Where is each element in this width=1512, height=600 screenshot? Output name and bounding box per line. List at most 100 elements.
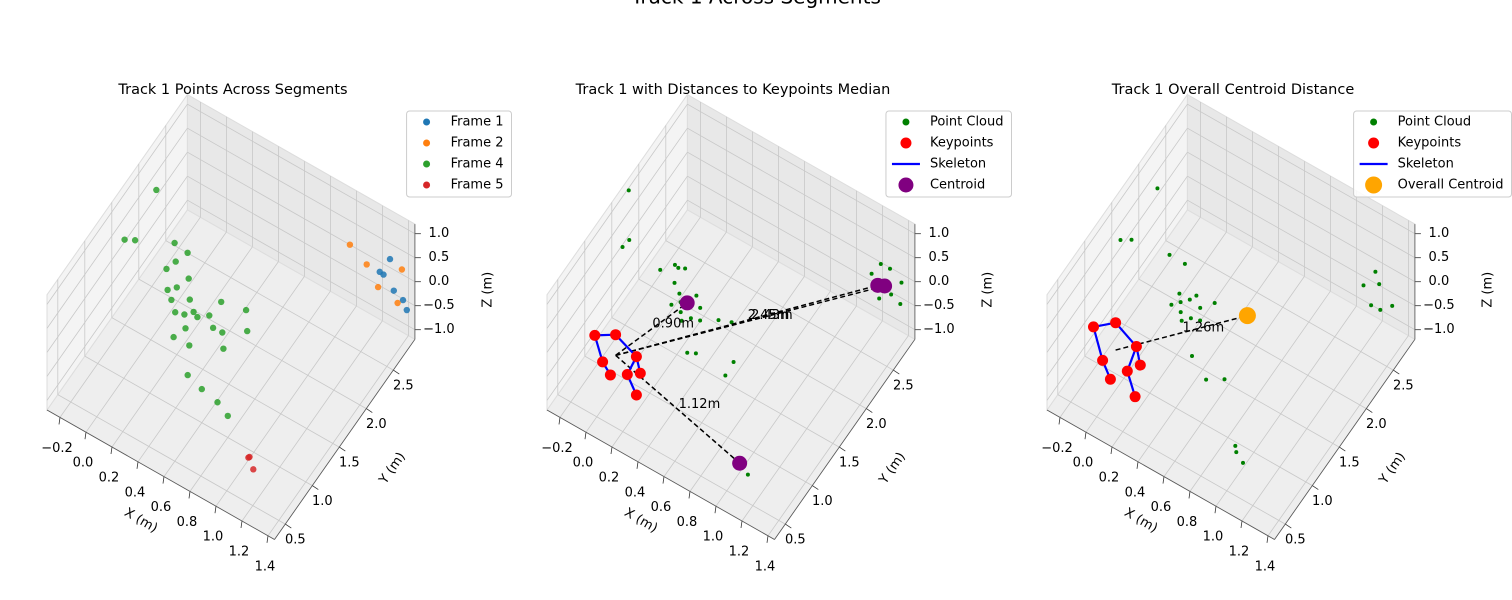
grid-line bbox=[111, 246, 253, 448]
data-point bbox=[220, 345, 227, 352]
data-point bbox=[658, 267, 663, 272]
grid-line bbox=[1215, 305, 1357, 507]
grid-line bbox=[584, 355, 813, 486]
x-tick-label: 1.2 bbox=[1229, 545, 1250, 560]
x-tick-label: 1.0 bbox=[203, 530, 224, 545]
x-tick-label: 0.0 bbox=[573, 456, 594, 471]
data-point bbox=[131, 237, 139, 244]
tick-mark bbox=[610, 446, 613, 455]
data-point bbox=[685, 350, 690, 355]
x-tick-label: 0.2 bbox=[599, 471, 620, 486]
data-point bbox=[244, 327, 251, 335]
tick-mark bbox=[839, 446, 846, 452]
legend-label: Frame 1 bbox=[451, 115, 504, 130]
data-point bbox=[398, 266, 406, 273]
data-point bbox=[589, 329, 601, 341]
subplot-title: Track 1 Overall Centroid Distance bbox=[1111, 82, 1355, 98]
grid-line bbox=[1187, 175, 1416, 307]
subplot-title: Track 1 Points Across Segments bbox=[117, 82, 347, 98]
grid-line bbox=[1138, 278, 1367, 409]
z-tick-label: 0.5 bbox=[929, 250, 950, 265]
data-point bbox=[630, 389, 642, 401]
data-point bbox=[390, 287, 397, 294]
z-tick-label: 1.0 bbox=[1429, 226, 1450, 241]
y-tick-label: 2.5 bbox=[1393, 379, 1414, 394]
grid-line bbox=[46, 175, 188, 377]
data-point bbox=[219, 329, 226, 336]
z-tick-label: 1.0 bbox=[429, 226, 450, 241]
x-tick-label: 0.0 bbox=[73, 456, 94, 471]
grid-line bbox=[189, 290, 331, 492]
data-point bbox=[1178, 310, 1183, 315]
tick-mark bbox=[162, 476, 165, 484]
x-tick-label: −0.2 bbox=[541, 441, 573, 456]
legend-label: Skeleton bbox=[1398, 157, 1454, 172]
x-axis-line bbox=[46, 409, 275, 540]
data-point bbox=[1233, 443, 1238, 448]
data-point bbox=[627, 238, 632, 243]
data-point bbox=[732, 455, 748, 471]
data-point bbox=[1177, 291, 1182, 296]
data-point bbox=[729, 320, 734, 325]
y-tick-label: 0.5 bbox=[285, 533, 306, 548]
grid-line bbox=[137, 261, 279, 463]
grid-line bbox=[59, 216, 201, 418]
data-point bbox=[250, 466, 257, 473]
data-point bbox=[1190, 354, 1194, 358]
legend-symbol bbox=[1365, 176, 1383, 194]
y-tick-label: 2.0 bbox=[1366, 417, 1387, 432]
skeleton-edge bbox=[1092, 326, 1104, 361]
data-point bbox=[403, 306, 410, 314]
data-point bbox=[634, 367, 646, 379]
grid-line bbox=[1046, 127, 1188, 329]
y-tick-label: 1.0 bbox=[1312, 494, 1333, 509]
x-tick-label: −0.2 bbox=[1041, 441, 1073, 456]
z-tick-label: −1.0 bbox=[423, 322, 455, 337]
grid-line bbox=[1046, 175, 1188, 377]
tick-mark bbox=[893, 369, 900, 375]
z-axis-label: Z (m) bbox=[1480, 272, 1495, 308]
tick-mark bbox=[866, 408, 873, 413]
grid-line bbox=[546, 103, 688, 305]
tick-mark bbox=[558, 417, 561, 425]
subplot: −0.20.00.20.40.60.81.01.21.40.51.01.52.0… bbox=[1041, 82, 1495, 574]
data-point bbox=[1134, 359, 1146, 371]
data-point bbox=[716, 318, 721, 323]
data-point bbox=[678, 310, 683, 315]
data-point bbox=[181, 311, 188, 318]
tick-mark bbox=[714, 506, 717, 514]
tick-mark bbox=[339, 446, 346, 452]
legend-symbol bbox=[423, 160, 431, 168]
data-point bbox=[1118, 237, 1123, 242]
x-tick-label: 0.8 bbox=[1177, 515, 1198, 530]
grid-line bbox=[557, 394, 786, 525]
grid-line bbox=[111, 317, 340, 448]
tick-mark bbox=[662, 476, 665, 484]
y-tick-label: 1.0 bbox=[312, 494, 333, 509]
data-point bbox=[1155, 186, 1160, 191]
x-tick-label: 1.4 bbox=[1255, 559, 1276, 574]
tick-mark bbox=[84, 432, 87, 440]
legend: Point Cloud Keypoints Skeleton Overall Cent… bbox=[1353, 110, 1512, 198]
data-point bbox=[1129, 237, 1134, 242]
grid-line bbox=[1189, 290, 1331, 492]
grid-line bbox=[687, 103, 916, 235]
data-point bbox=[679, 295, 695, 311]
data-point bbox=[679, 318, 684, 323]
z-tick-label: −0.5 bbox=[923, 298, 955, 313]
data-point bbox=[698, 305, 703, 310]
data-point bbox=[723, 373, 728, 378]
legend-label: Frame 2 bbox=[451, 136, 504, 151]
tick-mark bbox=[1084, 432, 1087, 440]
x-tick-label: 0.6 bbox=[1151, 500, 1172, 515]
x-axis-line bbox=[1046, 409, 1275, 540]
grid-line bbox=[267, 335, 409, 537]
grid-line bbox=[241, 320, 383, 522]
tick-mark bbox=[240, 520, 243, 529]
data-point bbox=[1104, 373, 1116, 385]
x-tick-label: 0.4 bbox=[125, 485, 146, 500]
tick-mark bbox=[688, 491, 691, 499]
data-point bbox=[224, 412, 231, 420]
z-tick-label: 0.0 bbox=[429, 274, 450, 289]
grid-line bbox=[611, 317, 840, 448]
